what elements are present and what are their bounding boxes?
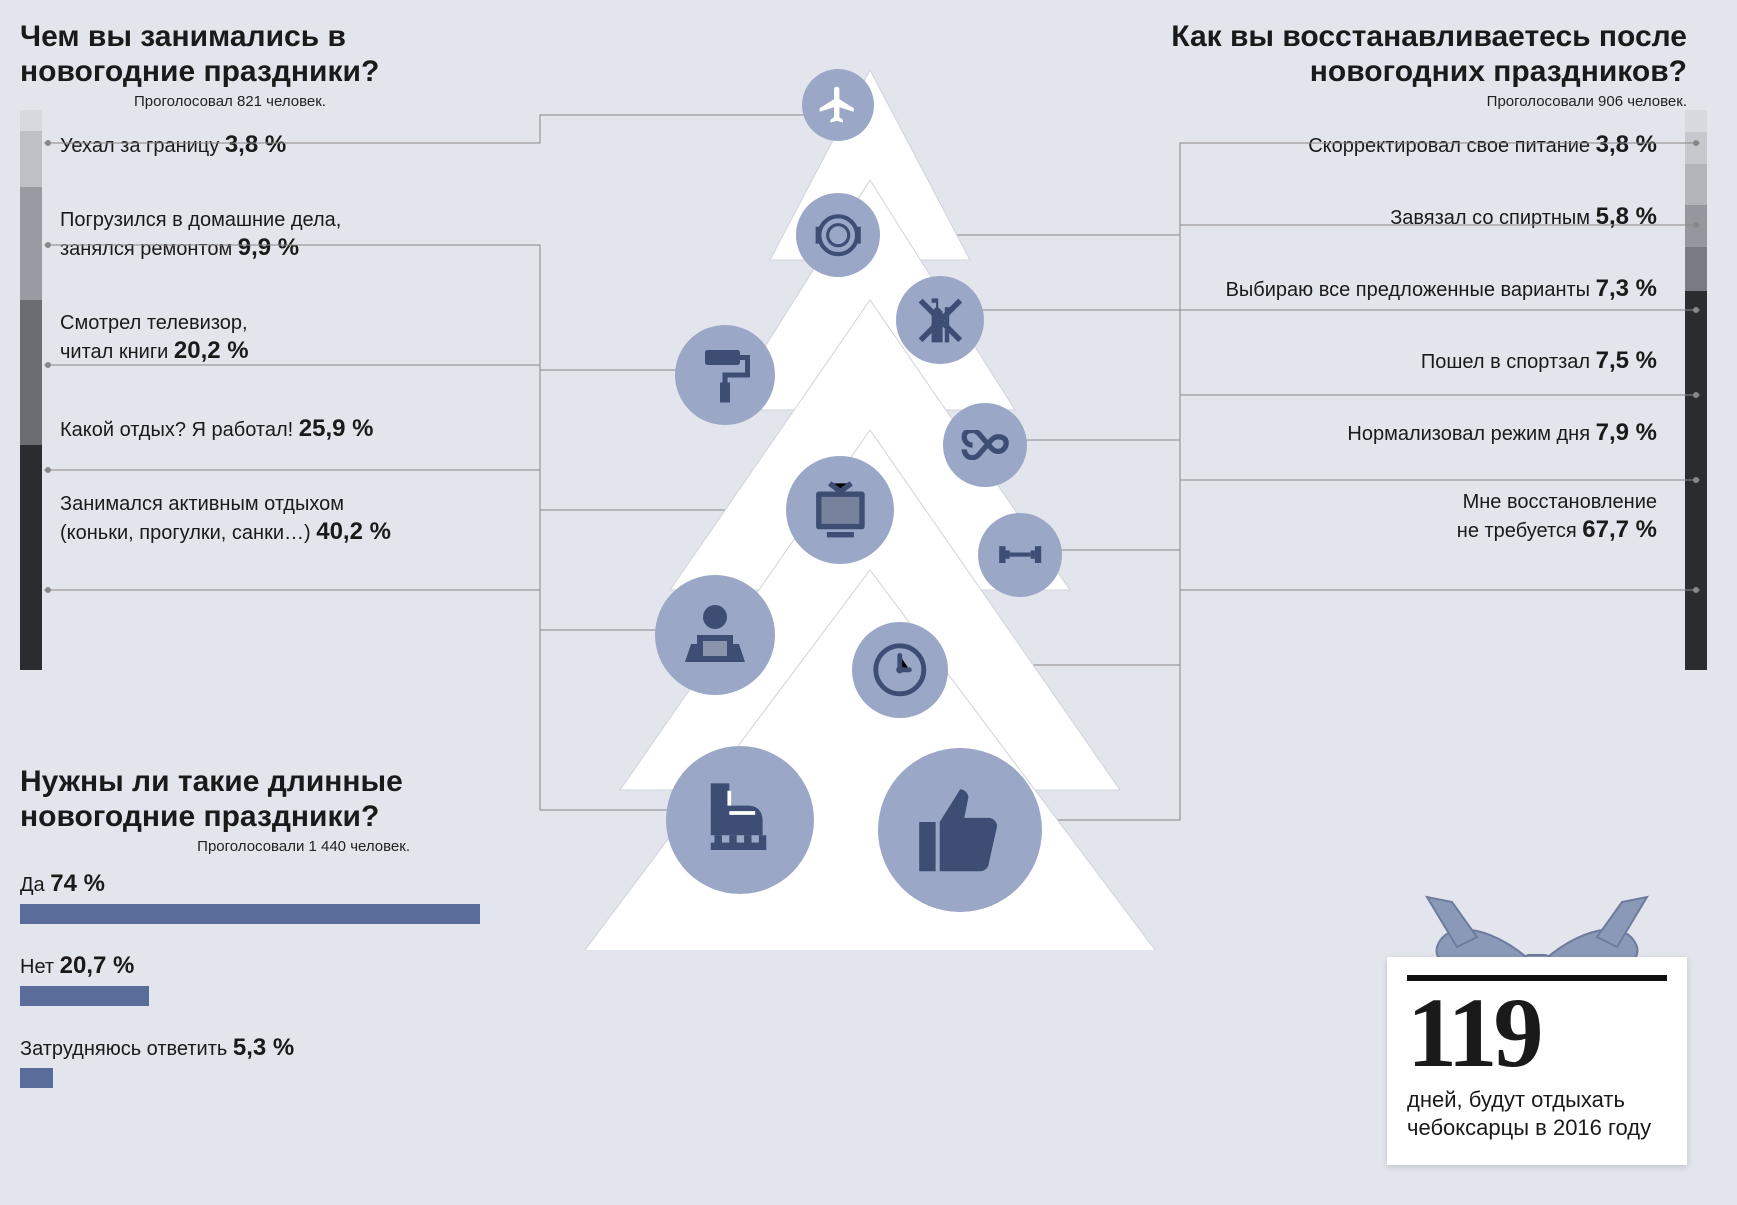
- dumbbell-icon: [978, 513, 1062, 597]
- q1-items: Уехал за границу 3,8 % Погрузился в домаш…: [60, 130, 540, 595]
- q1-subtitle: Проголосовал 821 человек.: [20, 93, 440, 110]
- q2-item: Завязал со спиртным 5,8 %: [1097, 202, 1657, 232]
- thumbs-up-icon: [878, 748, 1042, 912]
- q1-item: Занимался активным отдыхом(коньки, прогу…: [60, 492, 540, 547]
- gift-number: 119: [1407, 985, 1667, 1080]
- q2-item: Выбираю все предложенные варианты 7,3 %: [1097, 274, 1657, 304]
- q3-row: Нет 20,7 %: [20, 952, 490, 1006]
- q2-item: Пошел в спортзал 7,5 %: [1097, 346, 1657, 376]
- q2-item: Мне восстановлениене требуется 67,7 %: [1097, 490, 1657, 545]
- clock-icon: [852, 622, 948, 718]
- gift-text: дней, будут отдыхать чебоксарцы в 2016 г…: [1407, 1086, 1667, 1143]
- q3-row: Да 74 %: [20, 870, 490, 924]
- q3-title: Нужны ли такие длинные новогодние праздн…: [20, 765, 450, 834]
- plate-icon: [796, 193, 880, 277]
- gift-box: 119 дней, будут отдыхать чебоксарцы в 20…: [1387, 957, 1687, 1165]
- skates-icon: [666, 746, 814, 894]
- tv-icon: [786, 456, 894, 564]
- paint-roller-icon: [675, 325, 775, 425]
- q1-title: Чем вы занимались в новогодние праздники…: [20, 20, 440, 89]
- q1-item: Уехал за границу 3,8 %: [60, 130, 540, 160]
- q2-subtitle: Проголосовали 906 человек.: [1127, 93, 1687, 110]
- q2-item: Нормализовал режим дня 7,9 %: [1097, 418, 1657, 448]
- q2-scale-bar: [1685, 110, 1707, 670]
- q1-item: Какой отдых? Я работал! 25,9 %: [60, 414, 540, 444]
- laptop-user-icon: [655, 575, 775, 695]
- no-alcohol-icon: [896, 276, 984, 364]
- q3-heading-block: Нужны ли такие длинные новогодние праздн…: [20, 765, 450, 855]
- q2-heading-block: Как вы восстанавливаетесь после новогодн…: [1127, 20, 1687, 110]
- q1-scale-bar: [20, 110, 42, 670]
- q1-item: Погрузился в домашние дела,занялся ремон…: [60, 208, 540, 263]
- q2-title: Как вы восстанавливаетесь после новогодн…: [1127, 20, 1687, 89]
- airplane-icon: [802, 69, 874, 141]
- q3-subtitle: Проголосовали 1 440 человек.: [20, 838, 450, 855]
- q1-heading-block: Чем вы занимались в новогодние праздники…: [20, 20, 440, 110]
- q2-items: Скорректировал свое питание 3,8 % Завязал…: [1097, 130, 1657, 587]
- q3-row: Затрудняюсь ответить 5,3 %: [20, 1034, 490, 1088]
- q2-item: Скорректировал свое питание 3,8 %: [1097, 130, 1657, 160]
- q3-bars: Да 74 % Нет 20,7 % Затрудняюсь ответить 5,…: [20, 870, 490, 1116]
- infinity-icon: [943, 403, 1027, 487]
- q1-item: Смотрел телевизор,читал книги 20,2 %: [60, 311, 540, 366]
